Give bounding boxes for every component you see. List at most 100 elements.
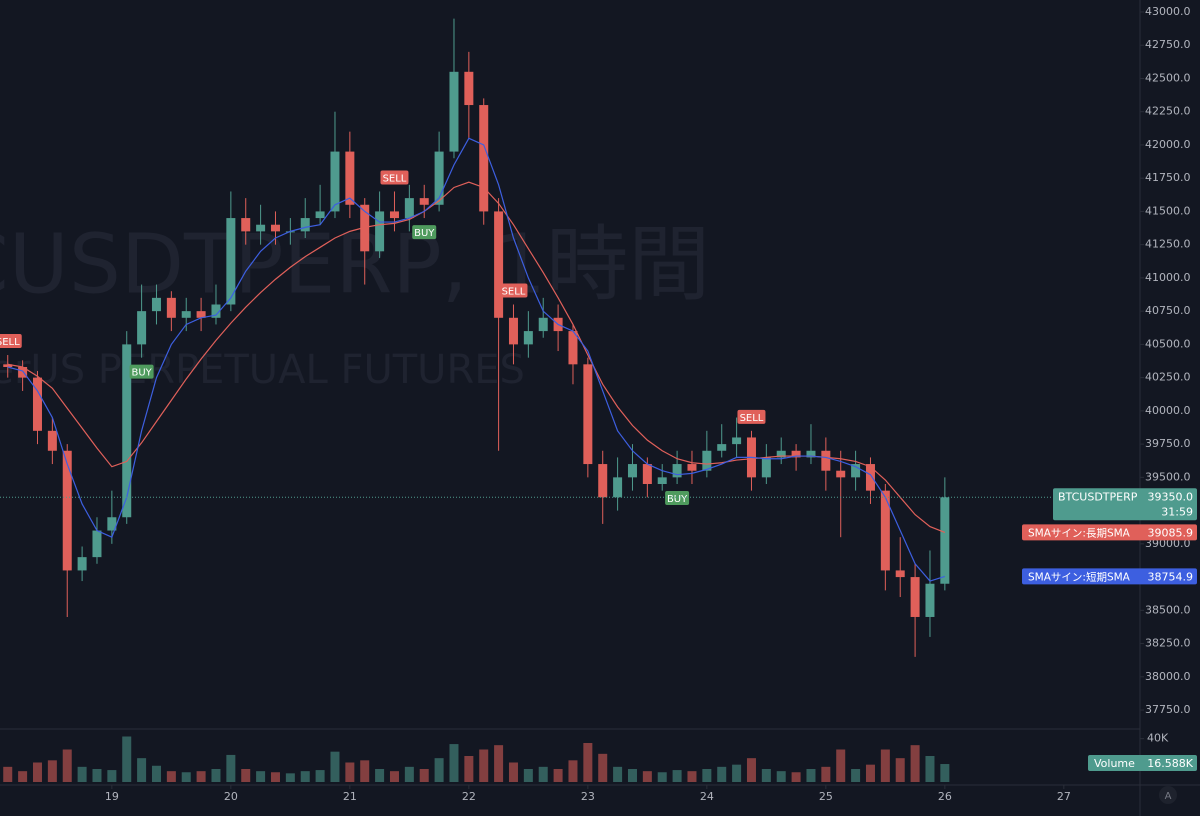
volume-bar [375, 769, 385, 782]
candle-body [300, 218, 310, 232]
plot-area: SELL BUY SELL BUY SELL BUY SELL [0, 18, 950, 782]
candle-body [717, 444, 727, 451]
volume-bar [865, 764, 875, 782]
candle-body [865, 464, 875, 491]
signal-label: SELL [383, 173, 407, 184]
candle-body [613, 477, 623, 498]
volume-bar [404, 766, 414, 782]
x-tick-label: 22 [462, 790, 476, 803]
countdown-label: 31:59 [1161, 505, 1193, 518]
volume-bar [732, 764, 742, 782]
volume-bar [464, 756, 474, 782]
candle-body [151, 297, 161, 312]
volume-name: Volume [1094, 757, 1135, 770]
volume-bar [821, 766, 831, 782]
volume-bar [92, 769, 102, 782]
candle-body [776, 450, 786, 458]
volume-bar [746, 758, 756, 782]
volume-bar [613, 766, 623, 782]
volume-bar [687, 771, 697, 782]
y-tick-label: 37750.0 [1145, 703, 1191, 716]
candle-body [404, 198, 414, 219]
signal-label: BUY [131, 368, 152, 379]
volume-bar [285, 773, 295, 782]
candle-body [345, 151, 355, 205]
candle-body [568, 331, 578, 365]
volume-tick-label: 40K [1147, 732, 1169, 745]
volume-bar [419, 769, 429, 782]
volume-bar [717, 766, 727, 782]
candle-body [375, 211, 385, 252]
volume-bar [910, 745, 920, 782]
candle-body [256, 224, 266, 232]
sma-name: SMAサイン:長期SMA [1028, 527, 1131, 539]
signal-badge [412, 225, 437, 240]
auto-scale-icon[interactable]: A [1165, 791, 1172, 802]
volume-bar [776, 771, 786, 782]
signal-label: BUY [414, 228, 435, 239]
y-tick-label: 42250.0 [1145, 105, 1191, 118]
candle-body [181, 311, 191, 318]
candle-body [538, 317, 548, 332]
x-tick-label: 26 [938, 790, 952, 803]
candle-body [940, 497, 950, 584]
candle-body [895, 570, 905, 578]
x-tick-label: 24 [700, 790, 714, 803]
volume-bar [479, 749, 489, 782]
y-tick-label: 42000.0 [1145, 138, 1191, 151]
signal-badge [499, 283, 528, 298]
signal-label: SELL [0, 337, 20, 348]
candle-body [166, 297, 176, 318]
signal-badge [665, 491, 690, 506]
candle-body [642, 464, 652, 485]
x-tick-label: 19 [105, 790, 119, 803]
volume-bar [940, 764, 950, 782]
volume-bar [32, 762, 42, 782]
y-tick-label: 40500.0 [1145, 337, 1191, 350]
volume-bar [226, 754, 236, 782]
x-tick-label: 27 [1057, 790, 1071, 803]
candle-body [226, 218, 236, 305]
volume-bar [122, 736, 132, 782]
volume-badge [1088, 755, 1197, 771]
volume-bar [925, 756, 935, 782]
volume-bar [598, 753, 608, 782]
volume-bar [627, 769, 637, 782]
candle-body [18, 366, 28, 378]
volume-bar [300, 771, 310, 782]
last-price-badge [1053, 488, 1197, 521]
volume-bar [836, 749, 846, 782]
candle-body [330, 151, 340, 212]
candle-body [910, 577, 920, 617]
signal-label: BUY [667, 494, 688, 505]
volume-bar [851, 769, 861, 782]
volume-bar [523, 769, 533, 782]
candle-body [32, 377, 42, 431]
y-tick-label: 38000.0 [1145, 670, 1191, 683]
candle-body [137, 311, 147, 345]
volume-bar [62, 749, 72, 782]
volume-bar [270, 772, 280, 782]
volume-bar [47, 760, 57, 782]
signal-badge [380, 170, 409, 185]
auto-scale-button[interactable] [1159, 786, 1177, 804]
candle-body [241, 218, 251, 232]
watermark-subtitle: Bitcoin / TetherUS PERPETUAL FUTURES [0, 347, 525, 393]
candle-body [836, 470, 846, 478]
volume-value: 16.588K [1147, 757, 1193, 770]
volume-bar [583, 743, 593, 782]
candle-body [672, 464, 682, 478]
volume-bar [568, 760, 578, 782]
last-price-label: 39350.0 [1148, 490, 1194, 503]
candle-body [107, 517, 117, 531]
x-tick-label: 20 [224, 790, 238, 803]
volume-bar [181, 772, 191, 782]
volume-bar [880, 749, 890, 782]
y-tick-label: 38250.0 [1145, 637, 1191, 650]
y-tick-label: 41500.0 [1145, 204, 1191, 217]
candle-body [851, 464, 861, 478]
volume-bar [553, 769, 563, 782]
candle-body [627, 464, 637, 478]
volume-bar [642, 771, 652, 782]
signal-badge [129, 364, 154, 379]
